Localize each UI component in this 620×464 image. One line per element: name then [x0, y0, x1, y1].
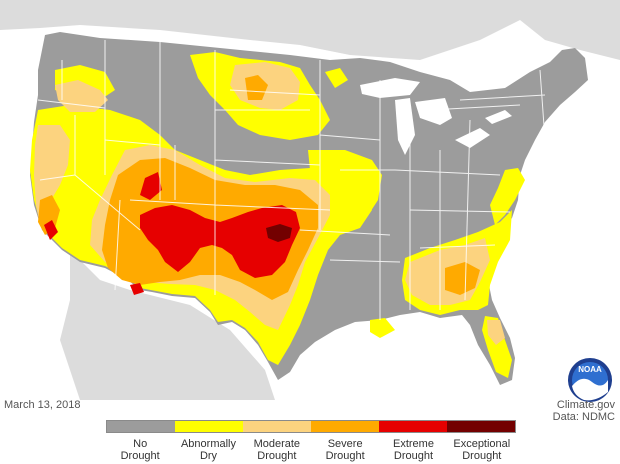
legend-swatch-severe-drought: [311, 421, 379, 432]
map-date: March 13, 2018: [4, 399, 81, 411]
legend-label-line1: Extreme: [392, 438, 434, 450]
extreme-drought-areas: [44, 172, 300, 295]
canada-land: [0, 0, 620, 60]
exceptional-drought-area: [266, 224, 292, 242]
legend-label-exceptional-drought: Exceptional Drought: [448, 438, 516, 462]
legend-labels: No Drought Abnormally Dry Moderate Droug…: [106, 438, 516, 462]
noaa-logo-text: NOAA: [578, 365, 602, 374]
legend-label-extreme-drought: Extreme Drought: [379, 438, 447, 462]
legend-swatch-abnormally-dry: [175, 421, 243, 432]
legend-label-line1: Abnormally: [180, 438, 236, 450]
legend-label-line1: Severe: [327, 438, 363, 450]
legend-label-line2: Dry: [199, 450, 218, 462]
legend-label-line2: Drought: [257, 450, 297, 462]
great-lakes: [360, 78, 512, 155]
credit-source: Data: NDMC: [552, 411, 615, 423]
legend-label-line2: Drought: [393, 450, 434, 462]
legend-color-bar: [106, 420, 516, 433]
legend-label-no-drought: No Drought: [106, 438, 174, 462]
state-borders: [37, 40, 546, 320]
legend-label-abnormally-dry: Abnormally Dry: [174, 438, 242, 462]
noaa-logo: NOAA: [568, 358, 612, 402]
legend-label-line1: Moderate: [253, 438, 301, 450]
legend-label-line2: Drought: [325, 450, 365, 462]
legend: No Drought Abnormally Dry Moderate Droug…: [106, 420, 516, 462]
legend-label-line2: Drought: [120, 450, 160, 462]
legend-swatch-exceptional-drought: [447, 421, 515, 432]
credit-site: Climate.gov: [556, 399, 615, 411]
legend-swatch-moderate-drought: [243, 421, 311, 432]
legend-label-line2: Drought: [462, 450, 502, 462]
legend-swatch-extreme-drought: [379, 421, 447, 432]
map-credit: Climate.gov Data: NDMC: [553, 399, 615, 423]
mexico-land: [60, 250, 275, 400]
legend-label-severe-drought: Severe Drought: [311, 438, 379, 462]
legend-swatch-no-drought: [107, 421, 175, 432]
legend-label-line1: No: [133, 438, 148, 450]
drought-map: [0, 0, 620, 400]
legend-label-moderate-drought: Moderate Drought: [243, 438, 311, 462]
legend-label-line1: Exceptional: [453, 438, 511, 450]
